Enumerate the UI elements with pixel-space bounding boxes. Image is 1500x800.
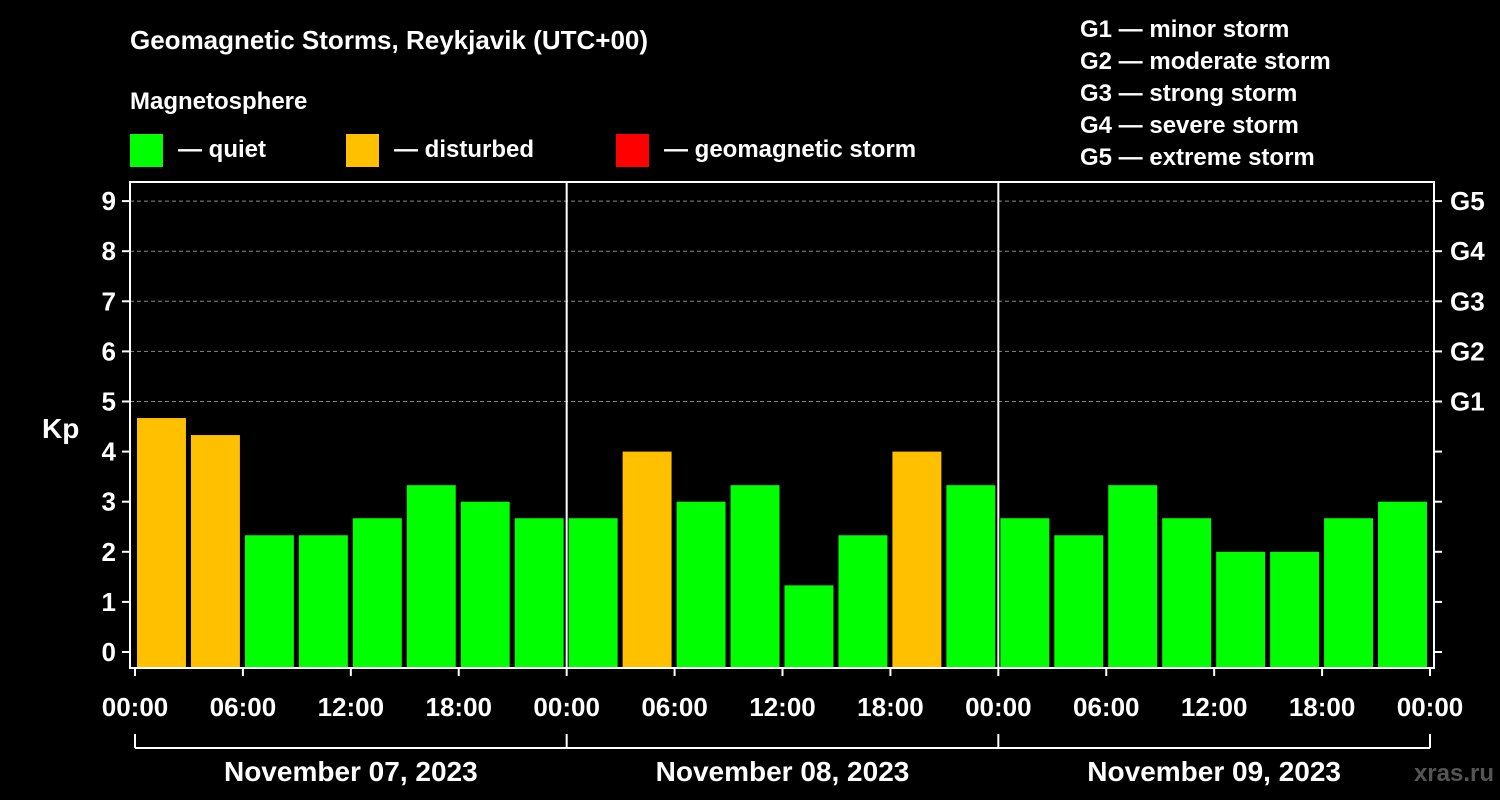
x-tick-label: 06:00 bbox=[210, 692, 277, 722]
axes bbox=[122, 181, 1442, 749]
bar bbox=[838, 535, 888, 668]
x-tick-label: 00:00 bbox=[533, 692, 600, 722]
x-tick-label: 18:00 bbox=[426, 692, 493, 722]
bar bbox=[190, 435, 240, 668]
bar bbox=[568, 518, 618, 668]
y-tick-label: 6 bbox=[102, 336, 116, 366]
bar bbox=[1216, 551, 1266, 668]
bar bbox=[622, 451, 672, 668]
bar bbox=[352, 518, 402, 668]
legend-label-storm: — geomagnetic storm bbox=[664, 136, 916, 163]
y-tick-label: 1 bbox=[102, 587, 116, 617]
y-tick-label: 2 bbox=[102, 537, 116, 567]
x-tick-label: 06:00 bbox=[1073, 692, 1140, 722]
bar bbox=[730, 485, 780, 668]
legend-heading: Magnetosphere bbox=[130, 88, 307, 115]
day-label: November 07, 2023 bbox=[224, 756, 478, 787]
bar bbox=[1000, 518, 1050, 668]
watermark: xras.ru bbox=[1414, 760, 1494, 787]
storm-scale-g1: G1 — minor storm bbox=[1080, 16, 1289, 43]
x-tick-label: 00:00 bbox=[102, 692, 169, 722]
y-axis-label: Kp bbox=[42, 413, 79, 444]
bar bbox=[676, 501, 726, 668]
bar bbox=[946, 485, 996, 668]
right-tick-label-g2: G2 bbox=[1450, 336, 1485, 366]
day-labels: November 07, 2023 November 08, 2023 Novemb… bbox=[224, 756, 1341, 787]
bar bbox=[406, 485, 456, 668]
x-tick-label: 12:00 bbox=[318, 692, 385, 722]
storm-scale-list: G1 — minor storm G2 — moderate storm G3 … bbox=[1080, 16, 1331, 171]
bar bbox=[137, 418, 186, 668]
gridlines bbox=[130, 200, 1434, 402]
legend-swatch-disturbed bbox=[346, 134, 379, 167]
bar bbox=[1324, 518, 1374, 668]
bar bbox=[514, 518, 564, 668]
y-tick-label: 5 bbox=[102, 387, 116, 417]
bar bbox=[1270, 551, 1320, 668]
storm-scale-g5: G5 — extreme storm bbox=[1080, 144, 1315, 171]
x-tick-label: 00:00 bbox=[965, 692, 1032, 722]
bar bbox=[298, 535, 348, 668]
storm-scale-g4: G4 — severe storm bbox=[1080, 112, 1299, 139]
x-tick-label: 00:00 bbox=[1397, 692, 1464, 722]
right-tick-labels: G1 G2 G3 G4 G5 bbox=[1450, 186, 1485, 416]
bar bbox=[784, 585, 834, 668]
bars bbox=[137, 418, 1427, 668]
x-tick-label: 18:00 bbox=[857, 692, 924, 722]
storm-scale-g2: G2 — moderate storm bbox=[1080, 48, 1331, 75]
bar bbox=[892, 451, 942, 668]
y-tick-label: 0 bbox=[102, 637, 116, 667]
bar bbox=[1108, 485, 1158, 668]
legend: — quiet — disturbed — geomagnetic storm bbox=[130, 134, 916, 167]
day-label: November 09, 2023 bbox=[1087, 756, 1341, 787]
legend-label-disturbed: — disturbed bbox=[394, 136, 534, 163]
bar bbox=[460, 501, 510, 668]
chart-title: Geomagnetic Storms, Reykjavik (UTC+00) bbox=[130, 25, 648, 55]
y-tick-labels: 0 1 2 3 4 5 6 7 8 9 bbox=[102, 186, 117, 667]
right-tick-label-g5: G5 bbox=[1450, 186, 1485, 216]
legend-swatch-storm bbox=[616, 134, 649, 167]
x-tick-labels: 00:00 06:00 12:00 18:00 00:00 06:00 12:00 18:00… bbox=[102, 692, 1464, 722]
y-tick-label: 4 bbox=[102, 437, 117, 467]
y-tick-label: 7 bbox=[102, 286, 116, 316]
x-tick-label: 12:00 bbox=[749, 692, 816, 722]
bar bbox=[1162, 518, 1212, 668]
y-tick-label: 8 bbox=[102, 236, 116, 266]
bar bbox=[1378, 501, 1427, 668]
day-label: November 08, 2023 bbox=[656, 756, 910, 787]
y-tick-label: 3 bbox=[102, 487, 116, 517]
legend-label-quiet: — quiet bbox=[178, 136, 266, 163]
bar bbox=[244, 535, 294, 668]
x-tick-label: 18:00 bbox=[1289, 692, 1356, 722]
x-tick-label: 06:00 bbox=[641, 692, 708, 722]
right-tick-label-g1: G1 bbox=[1450, 387, 1485, 417]
right-tick-label-g4: G4 bbox=[1450, 236, 1485, 266]
storm-scale-g3: G3 — strong storm bbox=[1080, 80, 1297, 107]
bar bbox=[1054, 535, 1104, 668]
legend-swatch-quiet bbox=[130, 134, 163, 167]
x-tick-label: 12:00 bbox=[1181, 692, 1248, 722]
y-tick-label: 9 bbox=[102, 186, 116, 216]
right-tick-label-g3: G3 bbox=[1450, 286, 1485, 316]
